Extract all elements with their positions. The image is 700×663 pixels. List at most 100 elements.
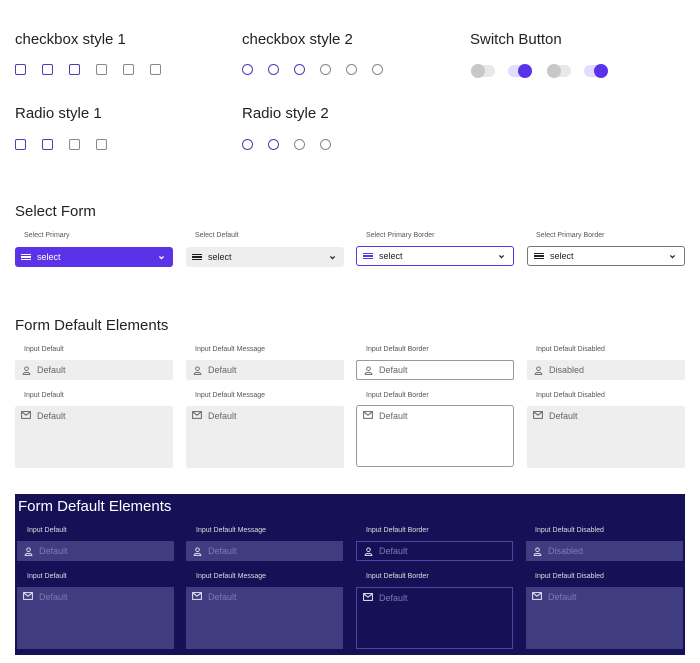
checkbox[interactable]: [15, 64, 26, 75]
switch-group: [471, 64, 621, 78]
dark-textarea-default-message[interactable]: Default: [186, 587, 343, 649]
user-icon: [193, 365, 202, 375]
user-icon: [364, 546, 373, 556]
checkbox[interactable]: [42, 64, 53, 75]
switch-knob: [547, 64, 561, 78]
user-icon: [193, 546, 202, 556]
round-checkbox[interactable]: [242, 64, 253, 75]
dark-textarea-label: Input Default Border: [366, 573, 429, 580]
menu-icon: [192, 253, 202, 261]
user-icon: [534, 365, 543, 375]
checkbox[interactable]: [123, 64, 134, 75]
dark-form-panel: Form Default Elements Input Default Defa…: [15, 494, 685, 655]
dark-input-placeholder: Default: [39, 546, 68, 556]
radio-style-2-title: Radio style 2: [242, 105, 329, 122]
dark-input-default-border[interactable]: Default: [356, 541, 513, 561]
textarea-label: Input Default Disabled: [536, 392, 605, 399]
checkbox-group-1: [15, 64, 177, 75]
switch-button-title: Switch Button: [470, 31, 562, 48]
textarea-default-message[interactable]: Default: [186, 406, 344, 468]
dark-textarea-default-disabled: Default: [526, 587, 683, 649]
checkbox[interactable]: [96, 64, 107, 75]
select-value: select: [37, 252, 61, 262]
textarea-default-border[interactable]: Default: [356, 405, 514, 467]
toggle-switch[interactable]: [471, 64, 495, 78]
dark-input-label: Input Default Disabled: [535, 527, 604, 534]
dark-textarea-placeholder: Default: [379, 593, 408, 603]
switch-knob: [471, 64, 485, 78]
dark-textarea-placeholder: Default: [39, 592, 68, 602]
round-checkbox[interactable]: [268, 64, 279, 75]
toggle-switch[interactable]: [508, 64, 532, 78]
toggle-switch[interactable]: [547, 64, 571, 78]
select-primary-border[interactable]: select: [356, 246, 514, 266]
radio-square[interactable]: [15, 139, 26, 150]
checkbox[interactable]: [150, 64, 161, 75]
select-value: select: [208, 252, 232, 262]
input-value: Default: [208, 365, 237, 375]
mail-icon: [363, 593, 373, 601]
select-default-label: Select Default: [195, 232, 239, 239]
radio-square[interactable]: [69, 139, 80, 150]
menu-icon: [21, 253, 31, 261]
dark-textarea-label: Input Default: [27, 573, 67, 580]
dark-input-placeholder: Disabled: [548, 546, 584, 556]
input-value: Default: [379, 365, 408, 375]
dark-form-title: Form Default Elements: [18, 498, 172, 515]
radio-group-2: [242, 139, 346, 150]
round-checkbox[interactable]: [320, 64, 331, 75]
input-default-message[interactable]: Default: [186, 360, 344, 380]
dark-textarea-default[interactable]: Default: [17, 587, 174, 649]
dark-textarea-label: Input Default Disabled: [535, 573, 604, 580]
round-checkbox[interactable]: [294, 64, 305, 75]
dark-input-placeholder: Default: [379, 546, 408, 556]
select-value: select: [379, 251, 403, 261]
textarea-default[interactable]: Default: [15, 406, 173, 468]
mail-icon: [23, 592, 33, 600]
chevron-down-icon: [669, 254, 676, 258]
mail-icon: [532, 592, 542, 600]
checkbox-group-2: [242, 64, 398, 75]
dark-input-placeholder: Default: [208, 546, 237, 556]
toggle-switch[interactable]: [584, 64, 608, 78]
switch-knob: [518, 64, 532, 78]
dark-input-default-message[interactable]: Default: [186, 541, 343, 561]
select-form-title: Select Form: [15, 203, 96, 220]
select-primary[interactable]: select: [15, 247, 173, 267]
dark-input-default[interactable]: Default: [17, 541, 174, 561]
input-default-disabled: Disabled: [527, 360, 685, 380]
radio-button[interactable]: [294, 139, 305, 150]
input-label: Input Default Message: [195, 346, 266, 353]
checkbox[interactable]: [69, 64, 80, 75]
mail-icon: [21, 411, 31, 419]
dark-textarea-label: Input Default Message: [196, 573, 267, 580]
dark-textarea-default-border[interactable]: Default: [356, 587, 513, 649]
input-default-border[interactable]: Default: [356, 360, 514, 380]
select-default[interactable]: select: [186, 247, 344, 267]
input-label: Input Default Border: [366, 346, 429, 353]
dark-input-label: Input Default Border: [366, 527, 429, 534]
dark-input-label: Input Default: [27, 527, 67, 534]
user-icon: [533, 546, 542, 556]
textarea-label: Input Default Border: [366, 392, 429, 399]
radio-square[interactable]: [42, 139, 53, 150]
select-primary-border-label: Select Primary Border: [366, 232, 435, 239]
dark-input-default-disabled: Disabled: [526, 541, 683, 561]
radio-button[interactable]: [242, 139, 253, 150]
round-checkbox[interactable]: [372, 64, 383, 75]
radio-button[interactable]: [268, 139, 279, 150]
form-default-title: Form Default Elements: [15, 317, 169, 334]
input-default[interactable]: Default: [15, 360, 173, 380]
input-label: Input Default: [24, 346, 64, 353]
radio-square[interactable]: [96, 139, 107, 150]
user-icon: [24, 546, 33, 556]
round-checkbox[interactable]: [346, 64, 357, 75]
select-border[interactable]: select: [527, 246, 685, 266]
radio-button[interactable]: [320, 139, 331, 150]
mail-icon: [363, 411, 373, 419]
textarea-value: Default: [549, 411, 578, 421]
select-value: select: [550, 251, 574, 261]
dark-input-label: Input Default Message: [196, 527, 267, 534]
radio-style-1-title: Radio style 1: [15, 105, 102, 122]
checkbox-style-1-title: checkbox style 1: [15, 31, 126, 48]
